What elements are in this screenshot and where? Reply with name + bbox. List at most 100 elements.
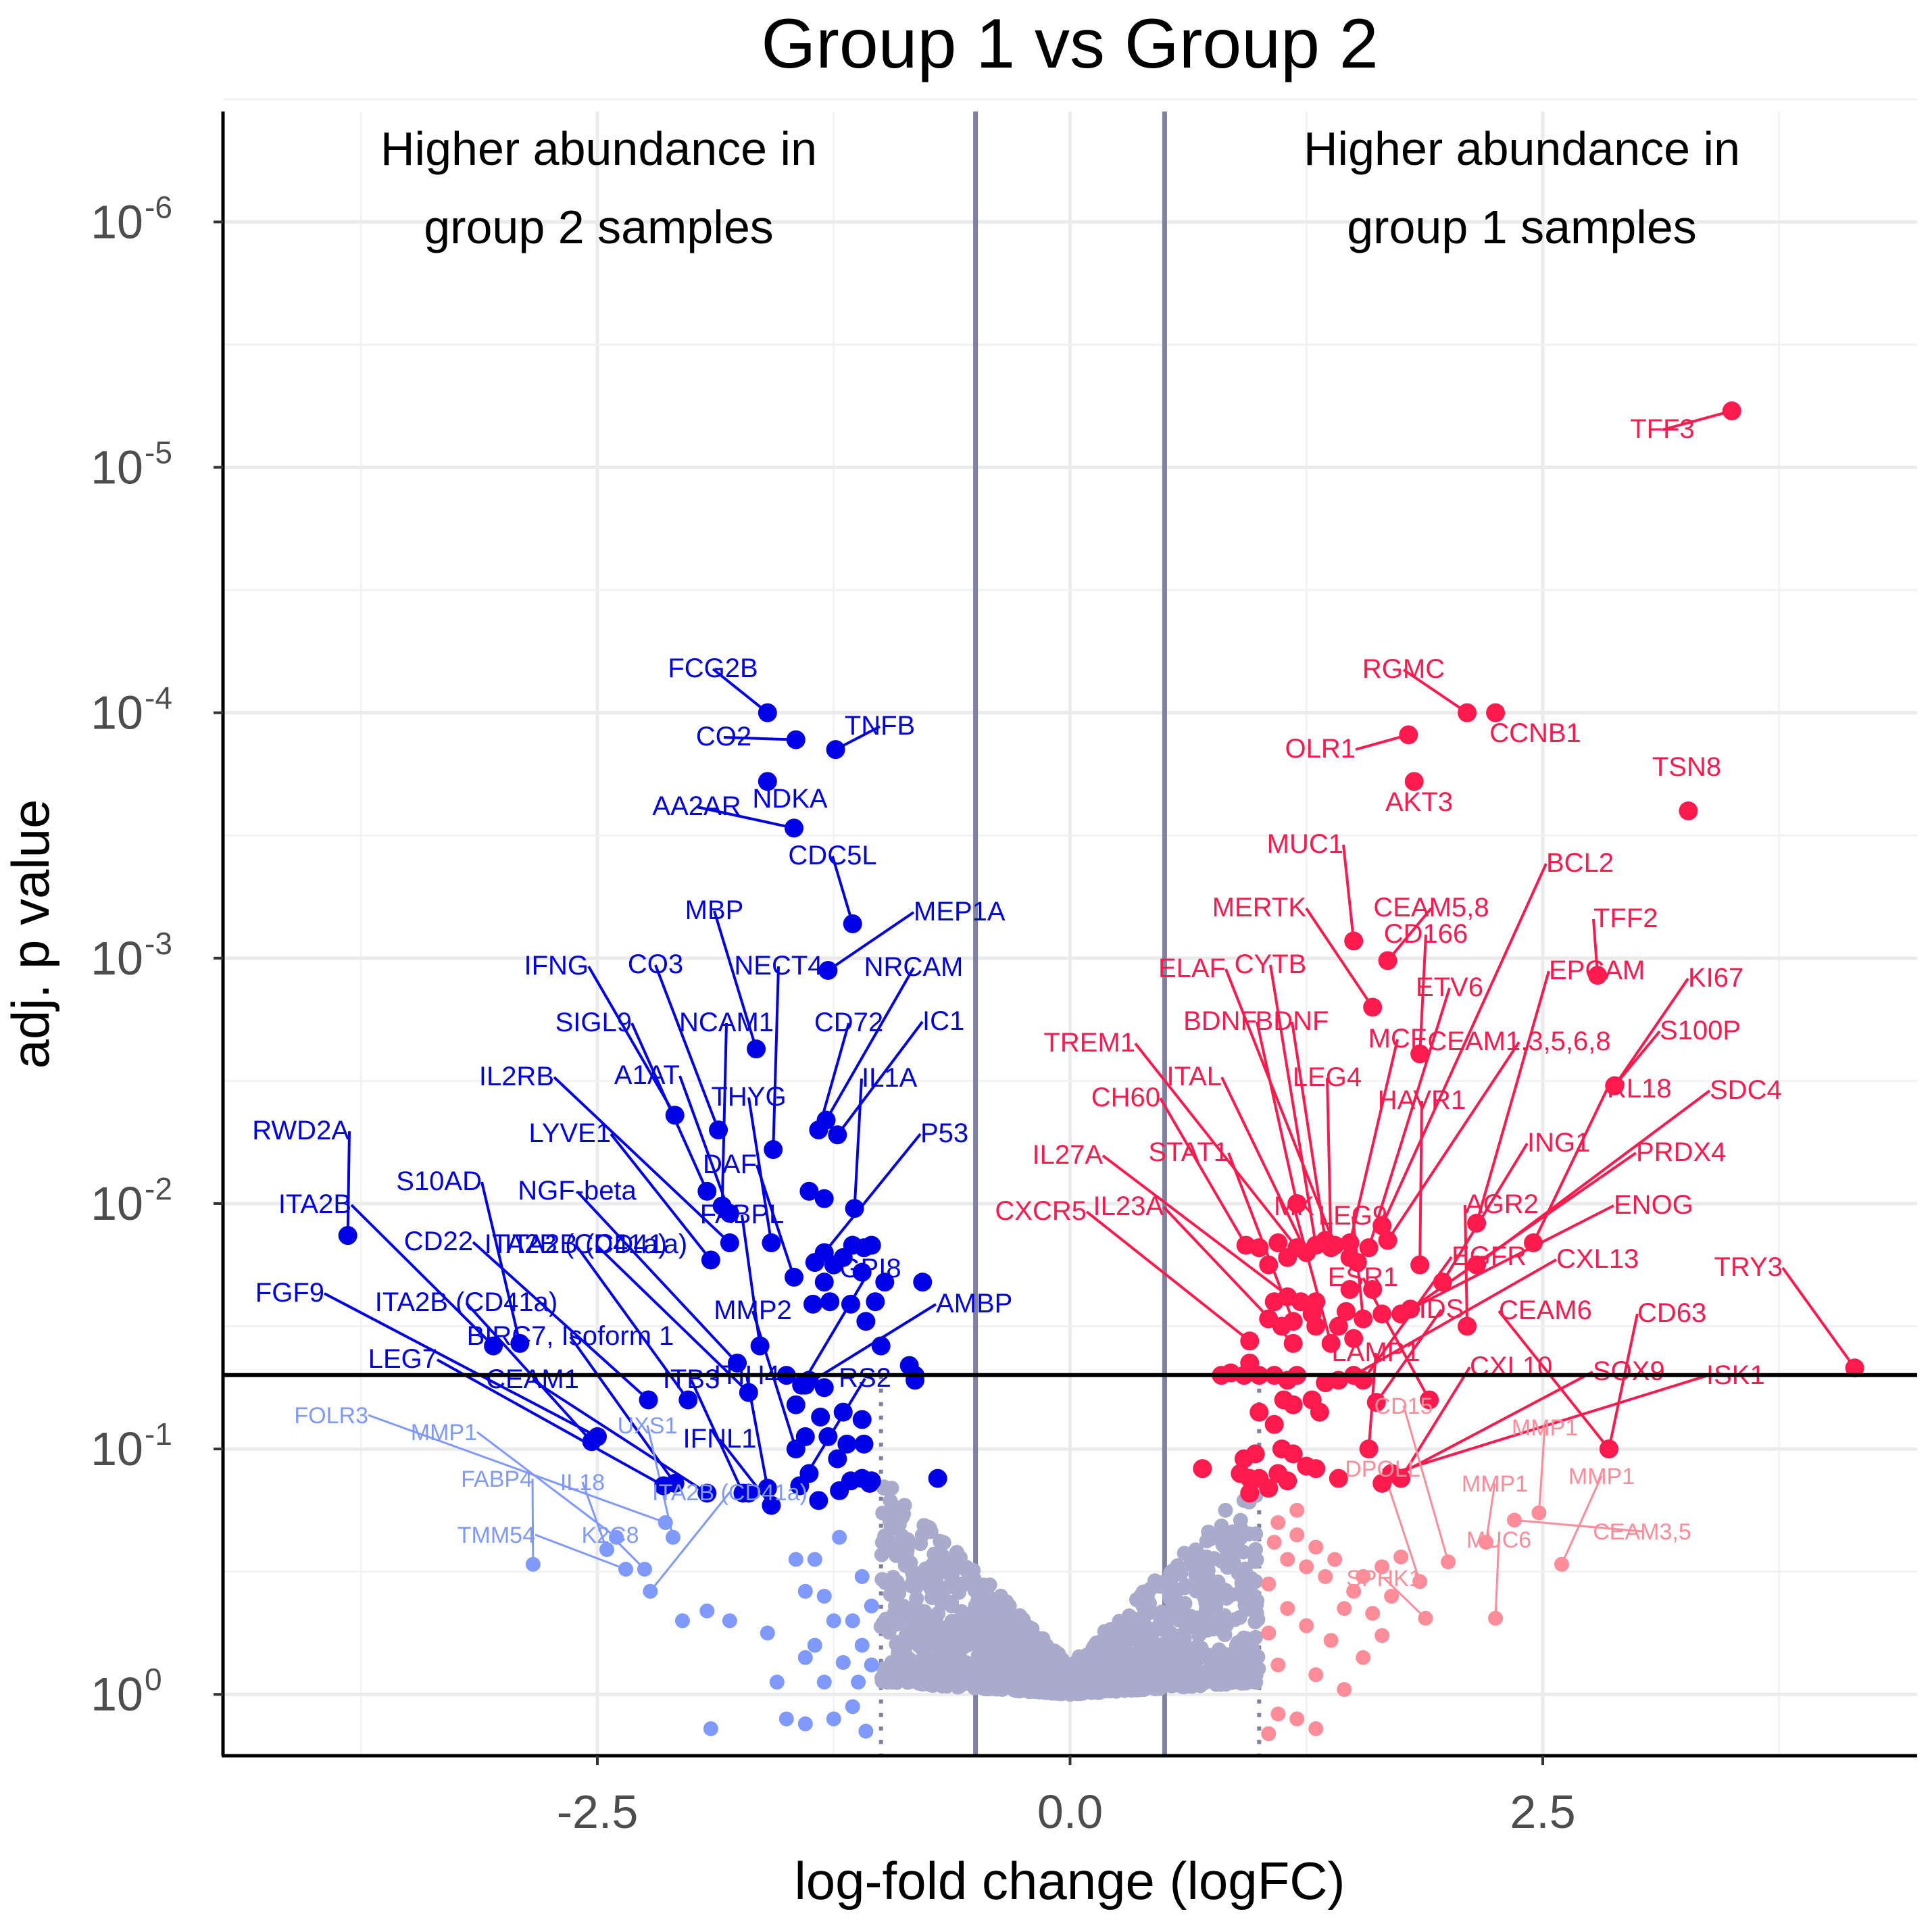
data-point <box>484 1336 503 1356</box>
label-leader-line <box>1342 844 1356 941</box>
data-point <box>1283 1395 1303 1414</box>
data-point <box>1278 1471 1297 1491</box>
point-label: IL2RB <box>479 1062 554 1091</box>
point-not-significant <box>874 1547 889 1562</box>
point-label: CO3 <box>628 949 683 979</box>
data-point <box>858 1723 874 1739</box>
label-leader-line <box>1560 1475 1603 1565</box>
label-leader-line <box>581 1481 608 1550</box>
y-tick-exponent: -4 <box>145 681 172 716</box>
point-label: MUC6 <box>1466 1527 1531 1553</box>
point-label: MK <box>1274 1191 1314 1221</box>
data-point <box>1467 1255 1487 1275</box>
point-label: RL18 <box>1607 1074 1672 1104</box>
point-not-significant <box>1218 1502 1233 1518</box>
label-leader-line <box>1085 1210 1251 1342</box>
point-not-significant <box>1104 1678 1120 1694</box>
point-not-significant <box>1222 1527 1238 1543</box>
point-not-significant <box>1099 1657 1114 1673</box>
point-label: MBP <box>685 895 744 925</box>
data-point <box>720 1233 739 1253</box>
point-label: BIRC7, Isoform 1 <box>467 1321 674 1351</box>
data-point <box>826 1711 841 1727</box>
point-not-significant <box>875 1673 891 1689</box>
data-point <box>1399 725 1418 745</box>
y-tick-label: 10 <box>91 1423 143 1475</box>
y-tick-label: 10 <box>91 441 143 494</box>
label-leader-line <box>1418 1100 1423 1265</box>
data-point <box>697 1181 717 1201</box>
data-point <box>862 1471 881 1491</box>
data-point <box>1308 1667 1324 1683</box>
point-label: TFF2 <box>1593 904 1658 933</box>
point-not-significant <box>1006 1629 1021 1644</box>
y-tick-exponent: 0 <box>145 1662 162 1697</box>
point-label: FABP4 <box>461 1466 532 1492</box>
data-point <box>1599 1439 1618 1459</box>
label-leader-lines <box>324 410 1856 1619</box>
point-labels: FCG2B CO2 TNFB NDKA AA2AR CDC5L MEP1A MBP IFNG CO… <box>252 414 1783 1592</box>
label-leader-line <box>853 1078 863 1209</box>
label-leader-line <box>690 1379 745 1494</box>
point-not-significant <box>889 1574 905 1589</box>
label-leader-line <box>756 1164 795 1278</box>
label-leader-line <box>1537 1427 1546 1513</box>
point-not-significant <box>1193 1641 1209 1656</box>
label-leader-line <box>1464 1204 1469 1327</box>
data-point <box>1420 1390 1439 1410</box>
point-label: MMP1 <box>1568 1464 1635 1489</box>
point-not-significant <box>1209 1675 1224 1691</box>
data-point <box>1283 1444 1303 1464</box>
point-label: S100P <box>1660 1016 1741 1045</box>
data-point <box>1329 1316 1348 1336</box>
point-label: IL1A <box>862 1063 918 1093</box>
point-not-significant <box>1138 1638 1154 1654</box>
point-not-significant <box>923 1581 939 1596</box>
label-leader-line <box>723 736 796 741</box>
point-label: ITB3 <box>663 1364 720 1394</box>
label-leader-line <box>649 1491 731 1592</box>
data-point <box>778 1711 794 1727</box>
point-not-significant <box>895 1603 911 1619</box>
data-point <box>852 1262 872 1282</box>
data-point <box>816 1588 832 1604</box>
point-not-significant <box>947 1617 962 1633</box>
data-point <box>1366 1393 1386 1412</box>
point-not-significant <box>959 1560 974 1575</box>
label-leader-line <box>346 1131 351 1236</box>
data-point <box>786 730 806 749</box>
x-axis-ticks: -2.5 0.0 2.5 <box>557 1756 1576 1838</box>
point-label: MEP1A <box>914 897 1006 927</box>
point-label: RGMC <box>1362 654 1445 684</box>
point-label: KI67 <box>1688 963 1743 993</box>
data-point <box>928 1469 947 1488</box>
data-point <box>864 1657 879 1673</box>
data-point <box>1323 1633 1339 1648</box>
point-not-significant <box>1074 1680 1089 1696</box>
point-label: ENOG <box>1614 1190 1693 1220</box>
label-leader-line <box>1613 1030 1661 1087</box>
point-label: AMBP <box>936 1289 1012 1318</box>
data-point <box>764 1140 783 1160</box>
point-label: SDC4 <box>1710 1075 1782 1105</box>
label-leader-line <box>751 1310 797 1450</box>
data-point <box>820 1292 840 1312</box>
data-point <box>1410 1044 1430 1064</box>
data-point <box>856 1312 876 1331</box>
data-point <box>1261 1576 1277 1592</box>
data-point <box>1384 1588 1400 1604</box>
data-point <box>653 1476 673 1496</box>
data-point <box>1359 1439 1379 1459</box>
point-label: CCNB1 <box>1489 718 1581 748</box>
data-point <box>818 1427 838 1446</box>
point-not-significant <box>1168 1585 1183 1601</box>
data-point <box>1354 1309 1373 1329</box>
point-label: OLR1 <box>1285 734 1356 764</box>
data-point <box>833 1402 853 1422</box>
point-label: IL27A <box>1032 1140 1103 1170</box>
label-leader-line <box>531 1478 535 1564</box>
label-leader-line <box>1475 970 1550 1224</box>
data-point <box>845 1699 860 1715</box>
point-not-significant <box>891 1634 907 1650</box>
data-point <box>643 1583 658 1599</box>
